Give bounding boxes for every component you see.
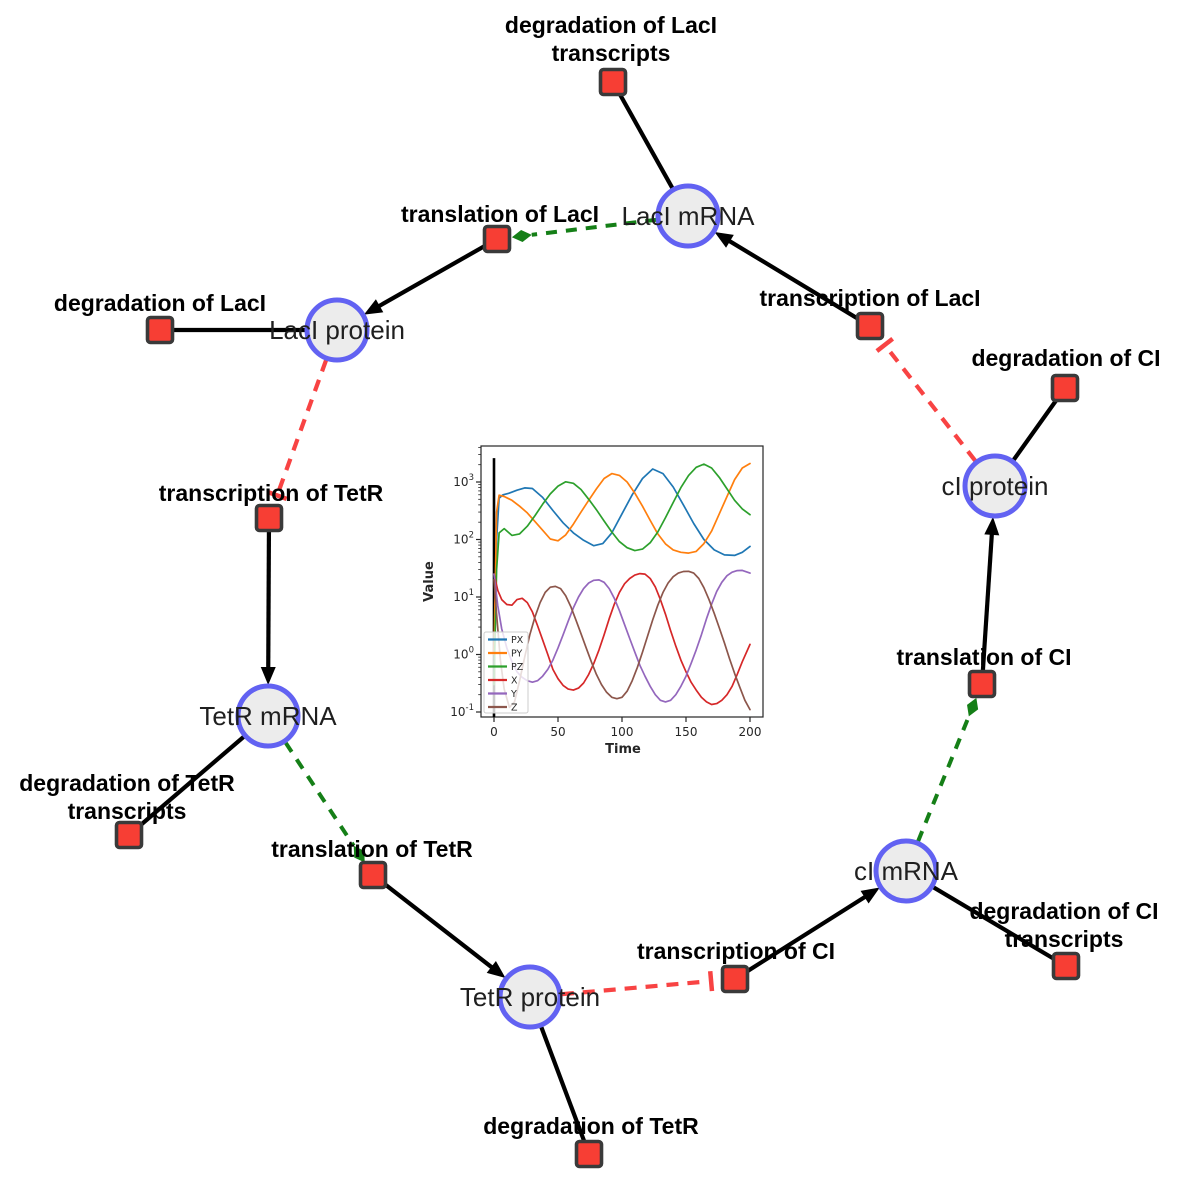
x-tick-label: 150	[675, 725, 698, 739]
y-tick-label: 101	[453, 588, 474, 604]
reaction-node-translation-laci[interactable]	[482, 224, 512, 254]
edge-degradation-laci-transcripts-laci-mrna	[611, 80, 676, 192]
chart-legend: PX PY PZ XYZ	[483, 631, 529, 714]
reaction-node-translation-ci[interactable]	[967, 669, 997, 699]
reaction-node-degradation-tetr[interactable]	[574, 1139, 604, 1169]
legend-label-Y: Y	[510, 689, 517, 700]
species-node-tetr-protein[interactable]	[497, 964, 563, 1030]
edge-transcription-ci-ci-mrna-arrowhead	[860, 887, 880, 904]
edge-ci-mrna-translation-ci	[916, 715, 971, 843]
series-PY	[493, 462, 751, 656]
legend-label-Z: Z	[511, 703, 518, 714]
degradation-laci-label: degradation of LacI	[54, 290, 266, 316]
laci-mrna-label: LacI mRNA	[622, 201, 756, 231]
degradation-ci-label: degradation of CI	[971, 345, 1160, 371]
degradation-laci-transcripts-label: degradation of LacI transcripts	[505, 12, 717, 66]
edge-ci-protein-transcription-laci	[885, 346, 977, 463]
edge-degradation-tetr-tetr-protein	[538, 1023, 591, 1155]
laci-protein-label: LacI protein	[269, 315, 405, 345]
edge-transcription-tetr-tetr-mrna	[266, 530, 272, 670]
x-axis-title: Time	[605, 742, 641, 757]
species-node-laci-protein[interactable]	[304, 297, 370, 363]
edge-transcription-tetr-tetr-mrna-arrowhead	[260, 666, 276, 686]
x-tick-label: 200	[739, 725, 762, 739]
legend-label-PX: PX	[511, 635, 524, 646]
degradation-ci-transcripts-label: degradation of CI transcripts	[969, 898, 1158, 952]
legend-label-PY: PY	[511, 649, 523, 660]
edge-tetr-mrna-translation-tetr-diamond	[353, 845, 365, 863]
edge-tetr-mrna-translation-tetr	[283, 741, 356, 847]
edge-transcription-laci-laci-mrna	[727, 238, 861, 322]
reaction-node-degradation-ci-transcripts[interactable]	[1051, 951, 1081, 981]
tetr-protein-label: TetR protein	[460, 982, 600, 1012]
reaction-node-translation-tetr[interactable]	[358, 860, 388, 890]
species-node-laci-mrna[interactable]	[655, 183, 721, 249]
degradation-tetr-label: degradation of TetR	[483, 1113, 699, 1139]
transcription-ci-label: transcription of CI	[637, 938, 835, 964]
ci-mrna-label: cI mRNA	[854, 856, 959, 886]
tetr-mrna-label: TetR mRNA	[199, 701, 337, 731]
reaction-node-transcription-tetr[interactable]	[254, 503, 284, 533]
translation-laci-label: translation of LacI	[401, 201, 599, 227]
y-tick-label: 10-1	[450, 703, 474, 719]
edge-degradation-ci-transcripts-ci-mrna	[929, 883, 1068, 968]
x-tick-label: 50	[550, 725, 565, 739]
edge-transcription-laci-laci-mrna-arrowhead	[714, 232, 734, 248]
edge-laci-mrna-translation-laci	[531, 217, 657, 237]
edge-ci-mrna-translation-ci-diamond	[967, 697, 979, 717]
edge-laci-mrna-translation-laci-diamond	[511, 230, 532, 242]
edge-translation-laci-laci-protein	[376, 243, 488, 309]
reaction-node-degradation-tetr-transcripts[interactable]	[114, 820, 144, 850]
edge-laci-protein-transcription-tetr	[276, 359, 329, 493]
x-tick-label: 0	[490, 725, 498, 739]
translation-tetr-label: translation of TetR	[271, 836, 473, 862]
edge-degradation-tetr-transcripts-tetr-mrna	[127, 733, 248, 837]
reaction-node-degradation-laci-transcripts[interactable]	[598, 67, 628, 97]
nodes-layer	[114, 67, 1081, 1169]
reaction-node-transcription-ci[interactable]	[720, 964, 750, 994]
edge-translation-tetr-tetr-protein	[381, 881, 495, 970]
ci-protein-label: cI protein	[942, 471, 1049, 501]
reaction-node-transcription-laci[interactable]	[855, 311, 885, 341]
transcription-tetr-label: transcription of TetR	[159, 480, 384, 506]
series-X	[493, 572, 751, 706]
edge-translation-tetr-tetr-protein-arrowhead	[486, 961, 506, 978]
legend-label-PZ: PZ	[511, 662, 524, 673]
edge-tetr-protein-transcription-ci-tee-bar	[707, 970, 715, 992]
series-PZ	[493, 463, 751, 686]
x-tick-label: 100	[611, 725, 634, 739]
edge-laci-protein-transcription-tetr-tee-bar	[266, 489, 288, 501]
species-node-tetr-mrna[interactable]	[235, 683, 301, 749]
species-node-ci-mrna[interactable]	[873, 838, 939, 904]
series-Z	[493, 570, 751, 711]
y-tick-label: 103	[453, 473, 474, 489]
y-tick-label: 100	[453, 646, 474, 662]
labels-layer: degradation of LacI transcripts translatio…	[19, 12, 1160, 1139]
edge-ci-protein-transcription-laci-tee-bar	[875, 336, 895, 353]
reaction-node-degradation-ci[interactable]	[1050, 373, 1080, 403]
species-node-ci-protein[interactable]	[962, 453, 1028, 519]
translation-ci-label: translation of CI	[896, 644, 1071, 670]
edge-tetr-protein-transcription-ci	[561, 979, 708, 997]
y-axis-title: Value	[422, 561, 437, 602]
y-tick-label: 102	[453, 531, 474, 547]
legend-label-X: X	[511, 676, 518, 687]
edge-transcription-ci-ci-mrna	[744, 894, 868, 975]
reaction-node-degradation-laci[interactable]	[145, 315, 175, 345]
edge-translation-laci-laci-protein-arrowhead	[363, 299, 384, 315]
degradation-tetr-transcripts-label: degradation of TetR transcripts	[19, 770, 235, 824]
edges-layer	[127, 80, 1068, 1155]
edge-translation-ci-ci-protein-arrowhead	[984, 516, 1000, 536]
transcription-laci-label: transcription of LacI	[759, 285, 980, 311]
edge-translation-ci-ci-protein	[980, 532, 995, 672]
series-Y	[493, 569, 751, 703]
